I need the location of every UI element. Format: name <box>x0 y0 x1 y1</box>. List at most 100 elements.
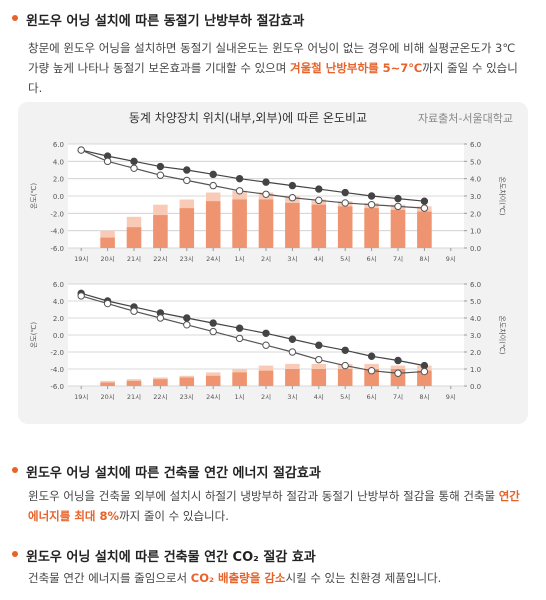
point <box>262 341 270 349</box>
y2-tick-label: 3.0 <box>470 193 481 201</box>
y2-axis-label: 온도차이(℃) <box>498 176 507 215</box>
x-tick-label: 20시 <box>100 393 114 401</box>
y2-tick-label: 6.0 <box>470 141 481 149</box>
bar <box>364 208 379 248</box>
bar <box>337 206 353 248</box>
y2-tick-label: 1.0 <box>470 228 481 236</box>
paragraph: 윈도우 어닝을 건축물 외부에 설치시 하절기 냉방부하 절감과 동절기 난방부… <box>28 486 523 526</box>
y-tick-label: -2.0 <box>50 349 64 357</box>
bar <box>232 199 247 248</box>
x-tick-label: 4시 <box>314 393 324 401</box>
point <box>367 192 376 200</box>
point <box>156 162 165 171</box>
bar <box>205 375 221 386</box>
point <box>183 176 191 185</box>
x-tick-label: 19시 <box>74 255 88 263</box>
bar <box>153 215 168 248</box>
x-tick-label: 24시 <box>206 393 220 401</box>
x-tick-label: 21시 <box>127 255 141 263</box>
y-tick-label: 4.0 <box>53 298 64 306</box>
text: 시킬 수 있는 친환경 제품입니다. <box>285 571 442 585</box>
point <box>156 171 165 179</box>
point <box>262 190 270 198</box>
x-tick-label: 6시 <box>367 255 377 263</box>
bar <box>205 201 221 248</box>
x-tick-label: 22시 <box>153 255 167 263</box>
x-tick-label: 9시 <box>446 393 456 401</box>
x-tick-label: 3시 <box>287 393 297 401</box>
x-tick-label: 8시 <box>419 393 429 401</box>
point <box>394 369 402 377</box>
y-tick-label: -4.0 <box>50 366 64 374</box>
point <box>341 199 349 207</box>
point <box>420 361 429 370</box>
paragraph: 창문에 윈도우 어닝을 설치하면 동절기 실내온도는 윈도우 어닝이 없는 경우… <box>28 38 523 98</box>
y-tick-label: 2.0 <box>53 315 64 323</box>
figure-source: 자료출처-서울대학교 <box>418 112 513 125</box>
point <box>262 329 270 338</box>
y-tick-label: 0.0 <box>53 332 64 340</box>
x-tick-label: 20시 <box>100 255 114 263</box>
point <box>235 334 244 343</box>
point <box>288 348 297 356</box>
line <box>81 292 425 367</box>
x-tick-label: 7시 <box>393 255 403 263</box>
point <box>420 197 429 205</box>
highlight: 겨울철 난방부하를 5~7℃ <box>290 61 423 75</box>
figure-title: 동계 차양장치 위치(내부,외부)에 따른 온도비교 <box>129 111 367 125</box>
point <box>288 335 297 343</box>
bar <box>100 237 115 248</box>
bar <box>417 370 432 386</box>
y-tick-label: 6.0 <box>53 281 64 289</box>
highlight: 연간 에너지를 최대 8% <box>28 489 520 523</box>
x-tick-label: 5시 <box>340 393 350 401</box>
x-tick-label: 9시 <box>446 255 456 263</box>
bar <box>417 211 432 248</box>
x-tick-label: 2시 <box>261 393 271 401</box>
y-tick-label: 0.0 <box>53 193 64 201</box>
point <box>288 181 297 190</box>
point <box>394 356 402 365</box>
point <box>156 314 165 322</box>
bar <box>126 380 142 386</box>
point <box>262 178 270 186</box>
section-title: 윈도우 어닝 설치에 따른 건축물 연간 에너지 절감효과 <box>12 462 321 481</box>
point <box>288 194 297 202</box>
highlight: CO₂ 배출량을 감소 <box>190 571 286 585</box>
point <box>235 174 244 183</box>
y2-tick-label: 6.0 <box>470 281 481 289</box>
bar <box>232 372 247 386</box>
text: 까지 줄일 수 있습니다. <box>28 61 518 95</box>
section-title: 윈도우 어닝 설치에 따른 동절기 난방부하 절감효과 <box>11 10 304 29</box>
line <box>81 149 425 202</box>
text: 창문에 윈도우 어닝을 설치하면 동절기 실내온도는 윈도우 어닝이 없는 경우… <box>28 41 516 75</box>
bar <box>126 227 142 248</box>
y-tick-label: -4.0 <box>50 228 64 236</box>
y-tick-label: -6.0 <box>50 245 64 253</box>
bar <box>258 370 274 386</box>
point <box>209 319 217 327</box>
point <box>394 194 402 203</box>
y2-tick-label: 2.0 <box>470 349 481 357</box>
x-tick-label: 8시 <box>419 255 429 263</box>
x-tick-label: 1시 <box>235 255 245 263</box>
bar <box>311 204 327 248</box>
bar <box>258 199 274 248</box>
point <box>183 321 191 329</box>
text: 윈도우 어닝을 건축물 외부에 설치시 하절기 냉방부하 절감과 동절기 난방부… <box>28 489 499 503</box>
paragraph: 건축물 연간 에너지를 줄임으로서 CO₂ 배출량을 감소시킬 수 있는 친환경… <box>28 568 523 588</box>
text: 건축물 연간 에너지를 줄임으로서 <box>28 571 191 585</box>
figure: 동계 차양장치 위치(내부,외부)에 따른 온도비교 자료출처-서울대학교 6.… <box>18 102 528 424</box>
line <box>81 295 425 374</box>
bar <box>100 382 115 386</box>
point <box>420 204 429 212</box>
y2-tick-label: 0.0 <box>470 383 481 391</box>
point <box>183 166 191 174</box>
x-tick-label: 7시 <box>393 393 403 401</box>
point <box>341 346 349 355</box>
point <box>367 200 376 209</box>
x-tick-label: 23시 <box>180 255 194 263</box>
point <box>235 324 244 332</box>
bar <box>153 379 168 386</box>
